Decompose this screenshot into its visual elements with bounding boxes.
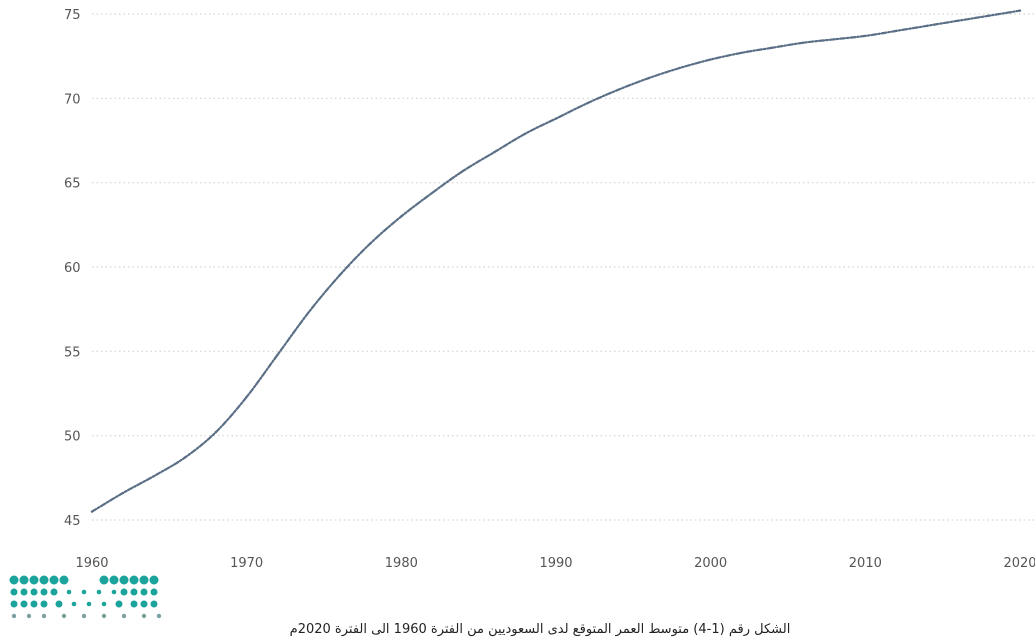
y-tick-label: 70 [64,92,81,107]
x-tick-label: 1960 [75,556,108,571]
grid-lines [92,13,1035,521]
data-point [462,169,465,173]
data-point [833,38,836,41]
y-tick-label: 55 [64,345,81,360]
logo-dot [141,613,147,619]
logo-dot [129,575,139,585]
logo-dot [55,600,63,608]
y-tick-label: 65 [64,177,81,192]
data-point [678,66,681,70]
logo-dot [10,588,18,596]
data-point [926,24,929,28]
logo-dot [130,600,138,608]
data-point [895,29,898,33]
logo-dot [149,575,159,585]
data-point [183,456,186,459]
logo-dot [156,613,162,619]
logo-dot [26,613,32,619]
data-point [616,88,620,92]
y-tick-label: 45 [64,514,81,529]
logo-dot [150,600,158,608]
logo-dot [49,575,59,585]
y-axis: 45 50 55 60 65 70 75 [64,8,81,529]
data-point [956,19,960,22]
data-point [121,491,125,495]
logo-dot [39,575,49,585]
logo-dot [29,575,39,585]
logo-dot [139,575,149,585]
series-layer [90,9,1022,513]
x-tick-label: 2000 [694,556,727,571]
data-point [554,117,558,120]
logo-dot [99,575,109,585]
data-point [1018,9,1022,12]
logo-dot [19,575,29,585]
data-point [709,58,712,61]
logo-dot [119,575,129,585]
data-point [152,474,156,478]
data-point [245,395,248,399]
data-point [492,151,496,154]
logo-dot [150,588,158,596]
logo-dot [10,600,18,608]
data-point [214,431,217,434]
data-point [802,41,805,44]
data-point [338,274,341,277]
data-point [307,311,310,314]
logo-dot [20,600,28,608]
data-point [987,14,991,17]
logo-dot [30,588,38,596]
logo-dot [61,613,67,619]
data-point [431,191,434,194]
logo-dot [59,575,69,585]
data-point [90,510,94,513]
figure-caption: الشكل رقم (1-4) متوسط العمر المتوقع لدى … [289,622,791,637]
data-point [523,132,527,135]
data-point [400,215,403,218]
logo-dot [81,589,87,595]
logo-dot [11,613,17,619]
logo-dot [40,600,48,608]
logo-dot [20,588,28,596]
logo-dot [41,613,47,619]
x-axis: 1960 1970 1980 1990 2000 2010 2020 [75,556,1035,571]
logo-dot [40,588,48,596]
y-tick-label: 60 [64,261,81,276]
logo-dot [101,613,107,619]
data-point [740,51,743,54]
y-tick-label: 75 [64,8,81,23]
data-point [369,242,372,245]
data-point [585,102,589,105]
logo-dot [109,575,119,585]
logo-dot [101,601,107,607]
logo-dot [120,588,128,596]
logo-dot [111,589,117,595]
logo-dot [86,601,92,607]
data-point [864,34,867,38]
data-point [647,76,650,80]
data-point [771,46,774,49]
logo-dot [9,575,19,585]
x-tick-label: 1970 [230,556,263,571]
logo-dot [121,613,127,619]
x-tick-label: 2010 [849,556,882,571]
series-line-0 [90,9,1022,513]
x-tick-label: 1990 [539,556,572,571]
logo-dot [66,589,72,595]
logo-dot [140,600,148,608]
logo-dot [30,600,38,608]
logo-dot [140,588,148,596]
logo-dot [115,600,123,608]
logo-dot [50,588,58,596]
x-tick-label: 2020 [1003,556,1035,571]
y-tick-label: 50 [64,430,81,445]
ministry-of-education-logo [9,575,162,619]
logo-dot [96,589,102,595]
x-tick-label: 1980 [385,556,418,571]
logo-dot [130,588,138,596]
logo-dot [81,613,87,619]
logo-dot [71,601,77,607]
data-point [276,353,279,356]
